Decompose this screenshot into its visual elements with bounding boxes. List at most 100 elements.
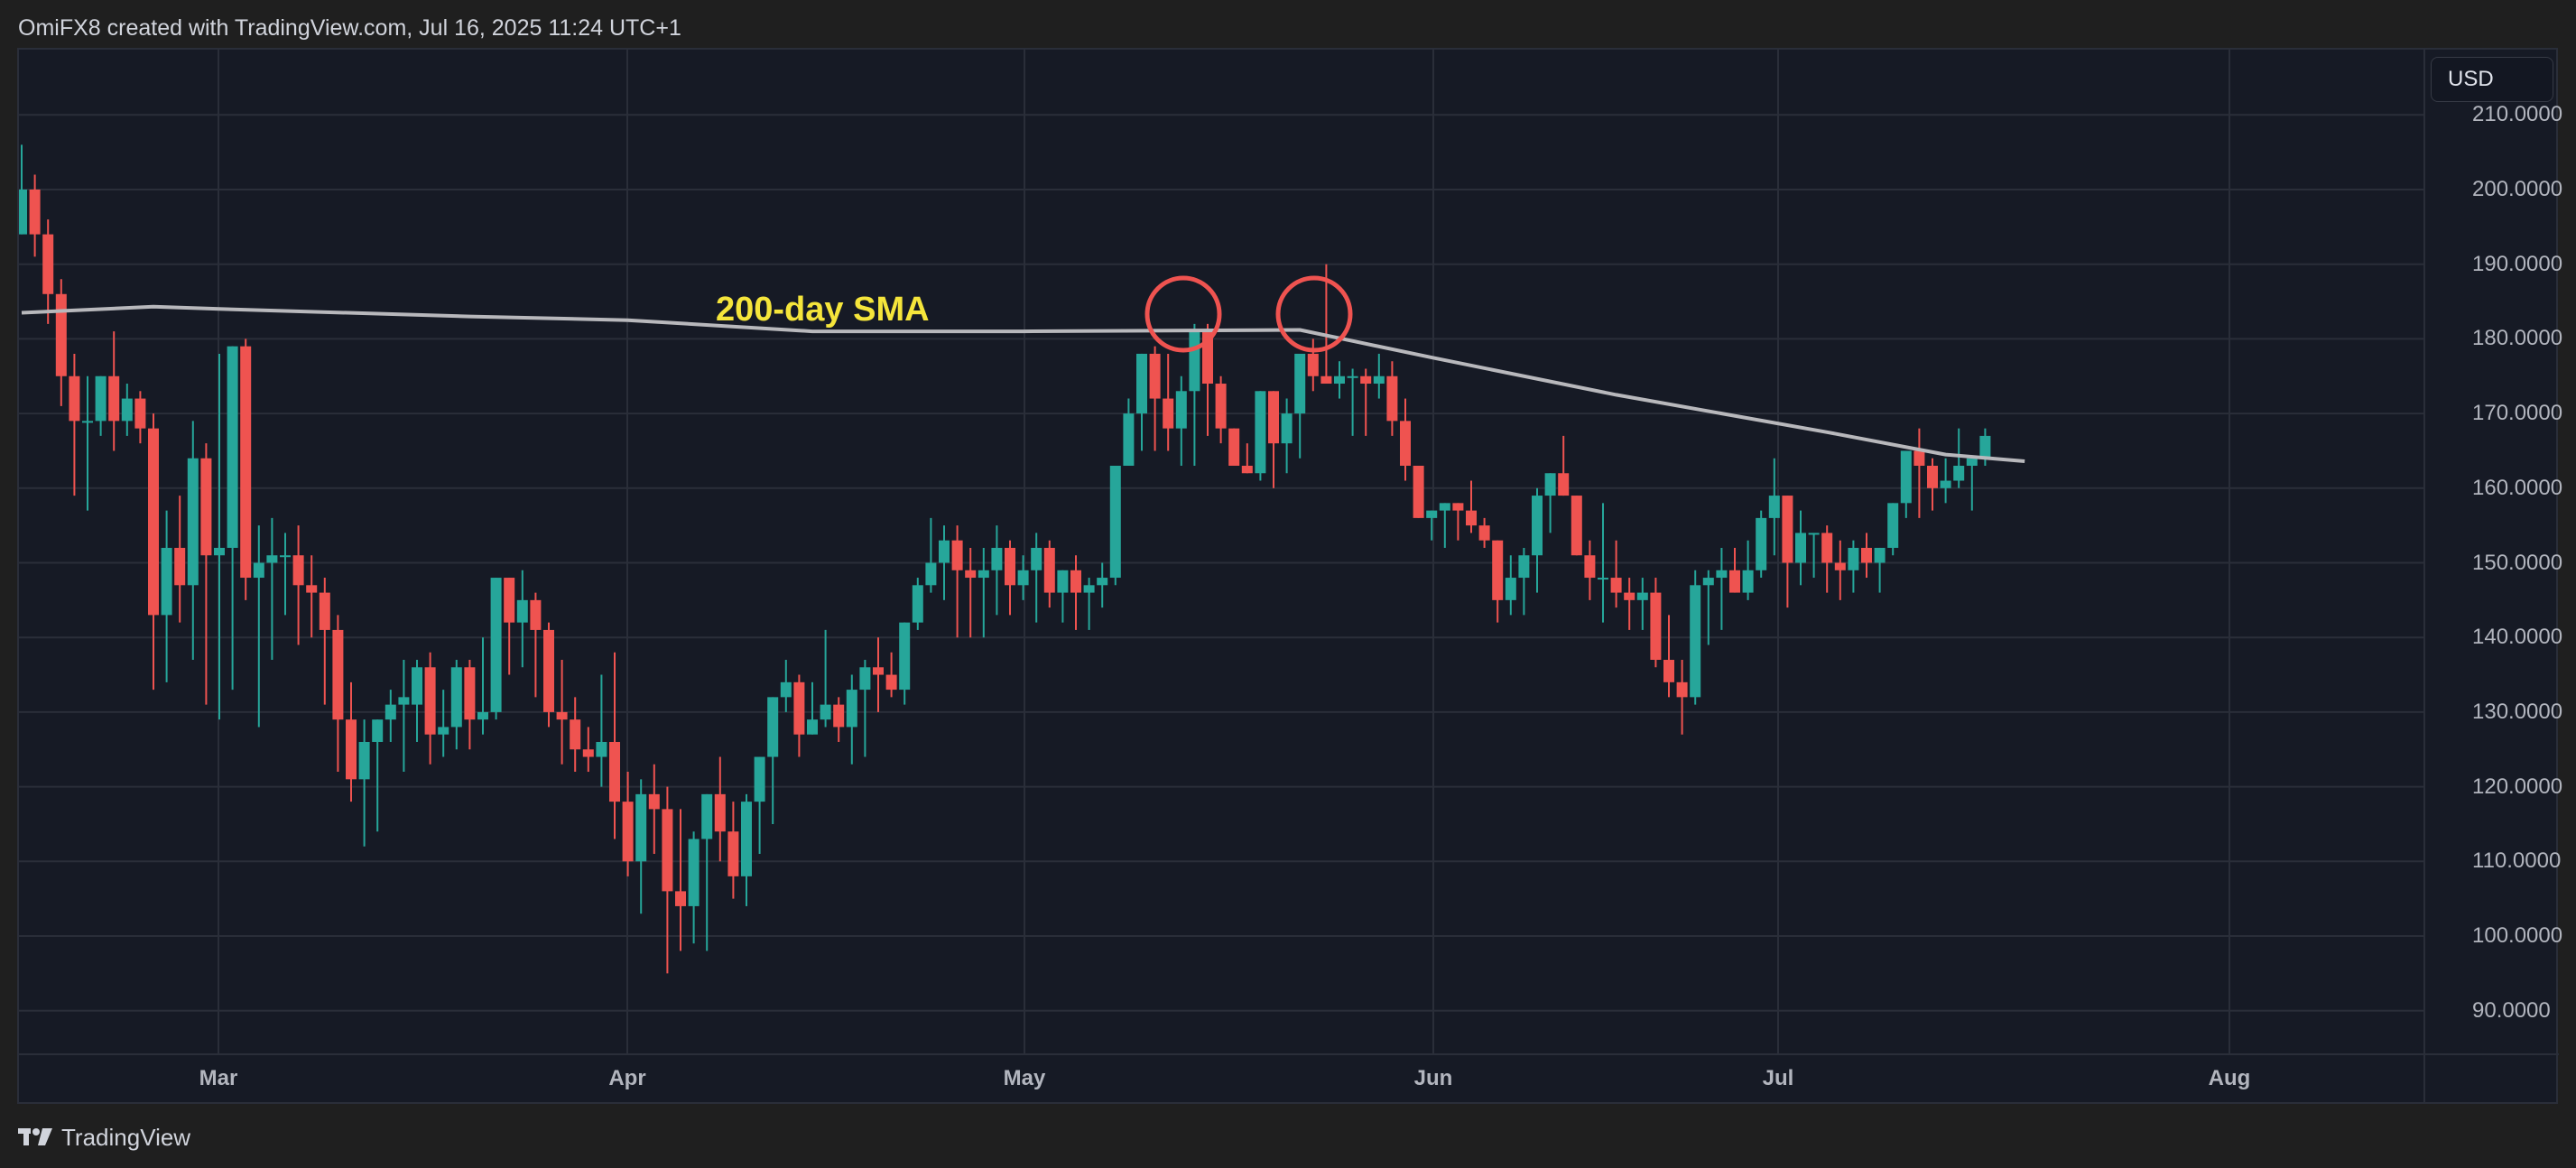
candle [1136, 353, 1147, 451]
candle [504, 578, 515, 675]
candle [1676, 660, 1688, 735]
candle [1966, 458, 1978, 511]
price-tick-label: 90.0000 [2472, 997, 2551, 1023]
candle [1373, 353, 1385, 399]
candle [1808, 533, 1820, 579]
time-tick-label: Jun [1413, 1066, 1453, 1090]
candle [1057, 570, 1069, 623]
time-tick-label: May [1003, 1066, 1046, 1090]
candle [1821, 525, 1833, 593]
price-tick-label: 200.0000 [2472, 177, 2563, 201]
candle [161, 510, 172, 682]
candle [490, 578, 502, 720]
sma-annotation-label: 200-day SMA [716, 291, 930, 329]
price-tick-label: 190.0000 [2472, 251, 2563, 276]
candle [1400, 398, 1411, 481]
price-axis[interactable]: USD 210.0000 200.0000 190.0000 180.0000 170.… [2423, 50, 2563, 1053]
candle [1571, 496, 1582, 556]
candle [1386, 361, 1398, 436]
chart-attribution: OmiFX8 created with TradingView.com, Jul… [18, 15, 681, 41]
candle [280, 533, 291, 616]
candle [253, 525, 264, 728]
candle [450, 660, 462, 750]
candle [780, 660, 792, 712]
candle [1452, 503, 1464, 541]
candle [1043, 540, 1055, 608]
candle [1268, 391, 1279, 488]
price-tick-label: 210.0000 [2472, 102, 2563, 127]
time-tick-label: Jul [1762, 1066, 1794, 1090]
candle [1650, 578, 1662, 668]
candle [385, 690, 396, 742]
candle [1598, 503, 1608, 623]
candle [1241, 443, 1253, 474]
axis-corner [2423, 1053, 2559, 1104]
candle [1005, 540, 1015, 616]
candle [1544, 473, 1556, 533]
candle [1255, 391, 1266, 481]
candle [1281, 398, 1293, 474]
candle [688, 831, 700, 944]
candle [925, 517, 937, 593]
candle [214, 353, 225, 720]
candle [978, 547, 989, 638]
candle [187, 421, 199, 661]
candle [1834, 540, 1846, 600]
candle [675, 809, 686, 951]
candle [1109, 465, 1121, 586]
candle [727, 802, 739, 899]
candle [29, 174, 41, 257]
candle [1716, 547, 1728, 630]
candle [82, 375, 93, 511]
candle [543, 622, 554, 728]
candle [1900, 450, 1912, 518]
rejection-circle-annotation [1144, 275, 1222, 353]
price-tick-label: 170.0000 [2472, 401, 2563, 426]
candle [424, 652, 436, 765]
candle [332, 615, 344, 773]
candle [1083, 578, 1095, 630]
candle [1558, 435, 1570, 496]
chart-plot-area[interactable]: 200-day SMA [19, 50, 2423, 1053]
time-axis[interactable]: Mar Apr May Jun Jul Aug [19, 1053, 2423, 1104]
candle [1360, 368, 1372, 436]
candle [95, 375, 107, 436]
candle [1426, 510, 1438, 541]
candle [793, 674, 805, 757]
price-tick-label: 120.0000 [2472, 774, 2563, 799]
candle [741, 793, 752, 906]
candle [306, 555, 318, 638]
candle [807, 681, 818, 735]
candle [1742, 540, 1754, 600]
price-tick-label: 160.0000 [2472, 475, 2563, 500]
candle [1413, 465, 1424, 518]
candle [873, 637, 884, 712]
candle [1017, 555, 1029, 600]
candle [609, 652, 620, 839]
candle [69, 353, 80, 496]
candle [148, 413, 159, 691]
candle [648, 764, 660, 855]
candle [859, 660, 871, 757]
candle [556, 660, 568, 765]
time-tick-label: Mar [199, 1066, 238, 1090]
candle [1979, 428, 1991, 466]
candle [266, 517, 278, 661]
chart-frame: 200-day SMA USD 210.0000 200.0000 190.0000… [17, 48, 2563, 1104]
candle [582, 727, 594, 773]
candle [516, 570, 528, 668]
candle [55, 279, 67, 406]
sma-200-line [21, 304, 2025, 463]
candle [767, 697, 779, 824]
candle [1690, 570, 1701, 705]
candle [1729, 547, 1740, 593]
candle [1505, 555, 1516, 616]
currency-button[interactable]: USD [2431, 57, 2553, 102]
candle [846, 674, 857, 765]
candle [1228, 428, 1240, 466]
candle [346, 681, 357, 802]
candle [1070, 555, 1081, 630]
candle [477, 637, 488, 735]
candle [1584, 540, 1596, 600]
candle [1149, 346, 1161, 451]
